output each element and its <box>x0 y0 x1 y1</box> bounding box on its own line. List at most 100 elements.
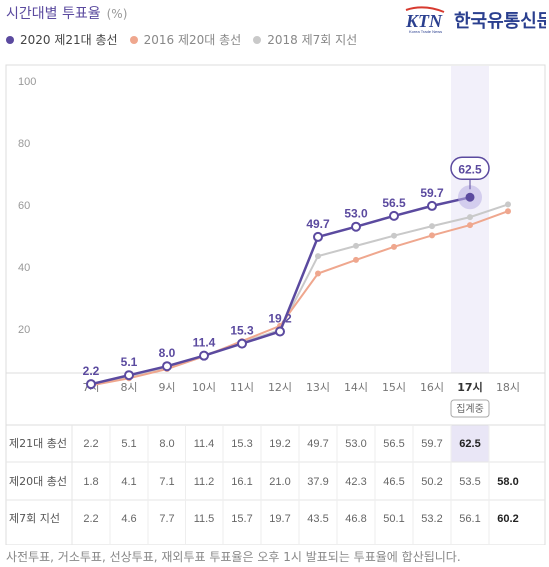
logo-name: 한국유통신문 <box>454 11 546 32</box>
x-tick-label: 11시 <box>230 381 254 394</box>
series-point-2 <box>429 223 435 230</box>
table-row-label: 제20대 총선 <box>9 475 67 488</box>
table-cell: 50.1 <box>383 513 404 525</box>
x-tick-label: 16시 <box>420 381 444 394</box>
data-point <box>351 221 361 232</box>
data-point <box>237 338 247 349</box>
data-point <box>389 210 399 221</box>
data-point <box>465 192 475 202</box>
table-cell: 19.2 <box>269 438 290 450</box>
table-cell: 46.8 <box>345 513 366 525</box>
data-point <box>313 231 323 242</box>
table-cell: 50.2 <box>421 476 442 488</box>
legend-label: 2016 제20대 총선 <box>143 33 242 47</box>
table-cell: 16.1 <box>231 476 252 488</box>
table-cell: 8.0 <box>159 438 174 450</box>
table-cell: 56.1 <box>459 513 480 525</box>
legend-dot <box>129 35 138 44</box>
table-cell: 15.7 <box>231 513 252 525</box>
chart-unit: (%) <box>106 7 128 21</box>
data-point <box>162 361 172 372</box>
table-cell: 53.5 <box>459 476 480 488</box>
legend-dot <box>253 35 262 44</box>
x-tick-label: 10시 <box>192 381 216 394</box>
series-point-2 <box>467 214 473 221</box>
table-cell: 53.0 <box>345 438 366 450</box>
table-cell: 1.8 <box>83 476 98 488</box>
data-point <box>199 350 209 361</box>
y-tick-label: 100 <box>18 76 36 88</box>
series-point-1 <box>505 208 511 215</box>
callout-bubble <box>450 156 490 180</box>
data-point <box>427 200 437 211</box>
legend-dot <box>6 35 14 44</box>
series-point-1 <box>467 222 473 229</box>
footnote: 사전투표, 거소투표, 선상투표, 재외투표 투표율은 오후 1시 발표되는 투… <box>6 550 461 564</box>
table-cell: 62.5 <box>459 438 480 450</box>
x-tick-label: 12시 <box>268 381 292 394</box>
table-cell: 58.0 <box>497 476 518 488</box>
table-cell: 11.4 <box>194 438 215 450</box>
x-tick-label: 18시 <box>496 381 520 394</box>
data-label: 62.5 <box>458 162 482 176</box>
chart-title-row: 시간대별 투표율 (%) <box>6 3 127 25</box>
chart-legend: 2020 제21대 총선 2016 제20대 총선 2018 제7회 지선 <box>6 31 369 48</box>
legend-item-2020[interactable]: 2020 제21대 총선 <box>6 31 118 48</box>
ktn-logo: KTN Korea Trade News 한국유통신문 <box>404 6 549 34</box>
data-point <box>275 326 285 337</box>
data-point <box>86 379 96 390</box>
series-point-1 <box>315 270 321 277</box>
current-time-badge <box>450 399 490 418</box>
table-cell: 42.3 <box>345 476 366 488</box>
data-label: 15.3 <box>230 324 254 338</box>
table-cell: 46.5 <box>383 476 404 488</box>
table-cell: 59.7 <box>421 438 442 450</box>
x-tick-label: 9시 <box>158 381 175 394</box>
current-time-badge-label: 집계중 <box>456 403 484 415</box>
table-cell: 4.1 <box>121 476 136 488</box>
y-tick-label: 20 <box>18 324 30 336</box>
table-cell: 49.7 <box>307 438 328 450</box>
series-point-2 <box>391 232 397 239</box>
data-label: 49.7 <box>306 217 330 231</box>
data-point <box>124 370 134 381</box>
chart-title: 시간대별 투표율 <box>6 6 101 22</box>
ktn-logo-graphic: KTN Korea Trade News 한국유통신문 <box>405 6 549 34</box>
logo-sub: Korea Trade News <box>409 29 442 34</box>
series-point-2 <box>315 253 321 260</box>
data-label: 19.2 <box>268 311 292 325</box>
x-tick-label: 14시 <box>344 381 368 394</box>
series-point-1 <box>429 232 435 239</box>
table-cell: 19.7 <box>269 513 290 525</box>
data-label: 59.7 <box>420 186 444 200</box>
table-row-label: 제7회 지선 <box>9 512 60 525</box>
table-cell: 11.5 <box>194 513 215 525</box>
legend-label: 2020 제21대 총선 <box>20 33 118 47</box>
x-tick-label: 15시 <box>382 381 406 394</box>
y-tick-label: 80 <box>18 138 30 150</box>
table-cell: 21.0 <box>269 476 290 488</box>
data-label: 11.4 <box>193 336 216 350</box>
table-cell: 2.2 <box>83 438 98 450</box>
data-label: 2.2 <box>83 364 100 378</box>
table-cell: 2.2 <box>83 513 98 525</box>
data-label: 53.0 <box>344 207 368 221</box>
y-tick-label: 60 <box>18 200 30 212</box>
data-label: 56.5 <box>382 196 406 210</box>
data-label: 5.1 <box>121 355 138 369</box>
table-cell: 5.1 <box>121 438 136 450</box>
table-cell: 37.9 <box>307 476 328 488</box>
series-point-2 <box>353 242 359 249</box>
series-point-1 <box>353 256 359 263</box>
table-cell: 60.2 <box>497 513 518 525</box>
y-tick-label: 40 <box>18 262 30 274</box>
highlight-cell <box>451 425 489 462</box>
table-cell: 7.7 <box>159 513 174 525</box>
table-cell: 11.2 <box>194 476 215 488</box>
table-cell: 4.6 <box>121 513 136 525</box>
table-cell: 7.1 <box>159 476 174 488</box>
x-tick-label: 17시 <box>457 381 482 394</box>
legend-item-2018[interactable]: 2018 제7회 지선 <box>253 31 357 48</box>
turnout-chart: 204060801007시8시9시10시11시12시13시14시15시16시17… <box>5 64 546 545</box>
legend-item-2016[interactable]: 2016 제20대 총선 <box>129 31 242 48</box>
